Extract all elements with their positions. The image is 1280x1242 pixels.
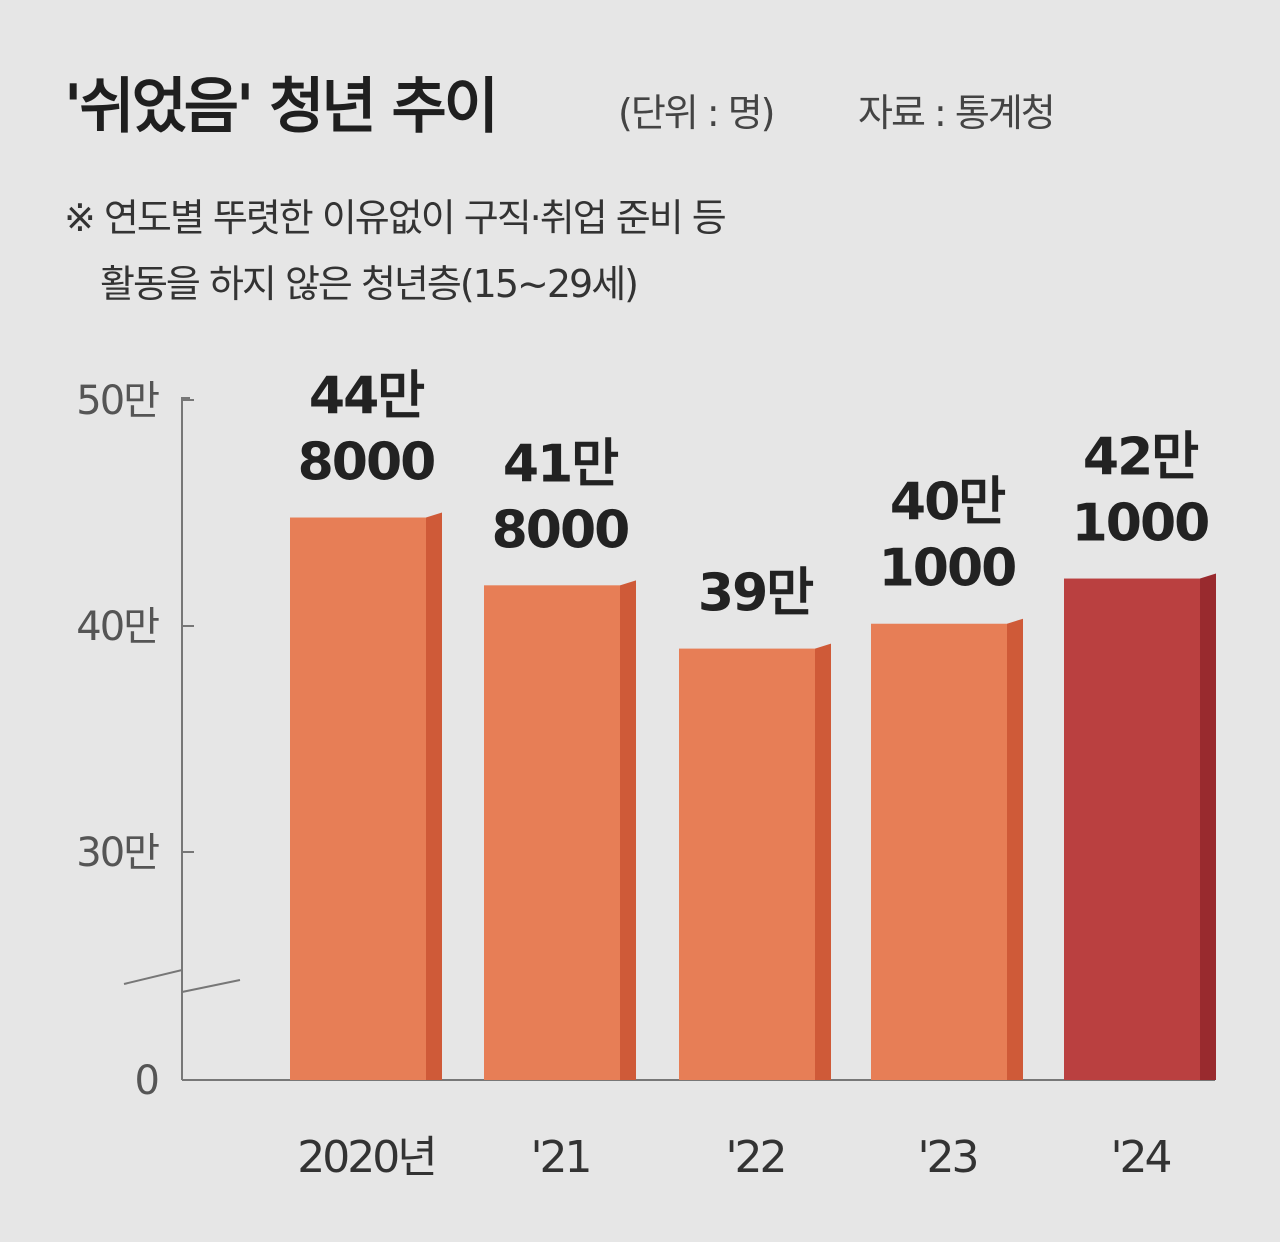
x-tick-label: '21 xyxy=(530,1132,589,1183)
x-tick-label: '22 xyxy=(725,1132,784,1183)
bar-side xyxy=(620,580,636,1080)
data-label: 39만 xyxy=(698,564,813,624)
data-label: 1000 xyxy=(1072,494,1209,554)
bar xyxy=(484,585,620,1080)
x-tick-label: 2020년 xyxy=(297,1132,434,1183)
data-label: 44만 xyxy=(309,367,424,427)
bar xyxy=(679,648,815,1080)
bar-side xyxy=(1007,618,1023,1080)
x-tick-label: '23 xyxy=(917,1132,976,1183)
chart-title: '쉬었음' 청년 추이 xyxy=(64,72,499,142)
data-label: 40만 xyxy=(890,473,1005,533)
data-label: 1000 xyxy=(879,539,1016,599)
y-tick-label: 40만 xyxy=(76,604,159,650)
y-axis-line-upper xyxy=(181,397,190,970)
source-note: 자료 : 통계청 xyxy=(858,91,1056,135)
y-tick-label: 0 xyxy=(135,1058,158,1104)
data-label: 41만 xyxy=(503,434,618,494)
y-axis-break-mark xyxy=(123,968,241,994)
bar-side xyxy=(426,512,442,1080)
description-line-2: 활동을 하지 않은 청년층(15~29세) xyxy=(100,262,639,306)
unit-note: (단위 : 명) xyxy=(618,91,775,135)
y-tick-label: 50만 xyxy=(76,378,159,424)
bar xyxy=(871,623,1007,1080)
y-tick-label: 30만 xyxy=(76,830,159,876)
bar-side xyxy=(815,643,831,1080)
description-line-1: ※ 연도별 뚜렷한 이유없이 구직·취업 준비 등 xyxy=(64,196,727,240)
bar xyxy=(1064,578,1200,1080)
bar xyxy=(290,517,426,1080)
data-label: 8000 xyxy=(492,500,629,560)
data-label: 42만 xyxy=(1083,428,1198,488)
data-label: 8000 xyxy=(298,433,435,493)
x-tick-label: '24 xyxy=(1110,1132,1170,1183)
bar-side xyxy=(1200,573,1216,1080)
